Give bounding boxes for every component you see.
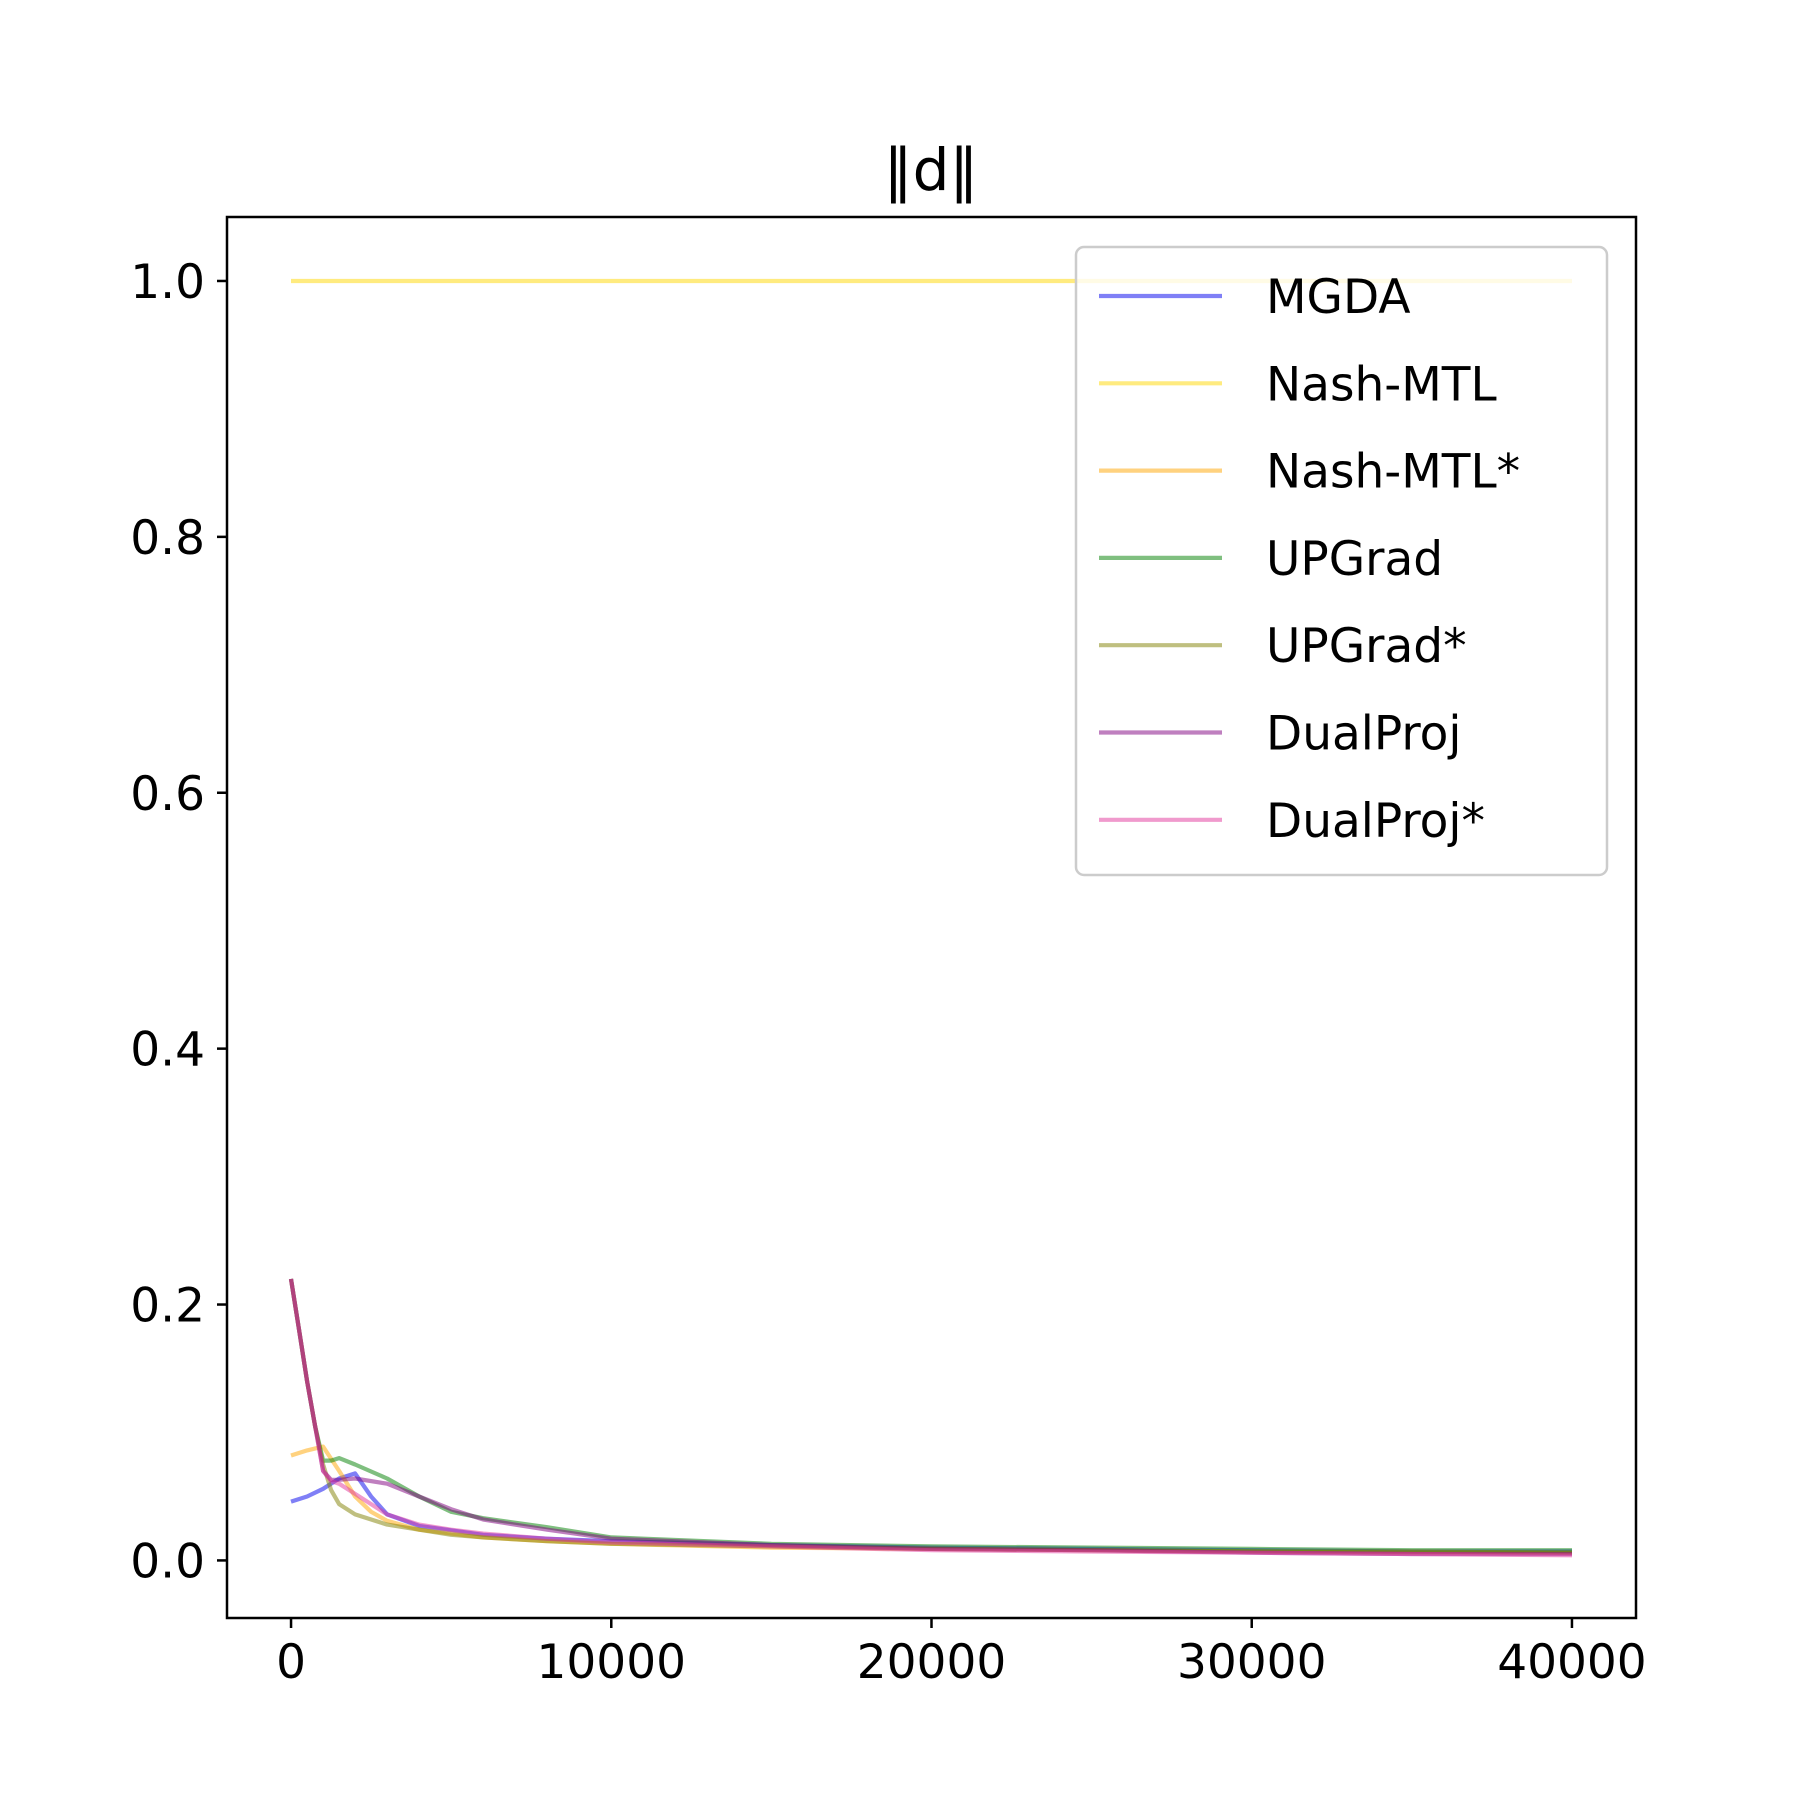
x-tick-label: 0 — [276, 1635, 306, 1690]
y-tick-label: 0.4 — [130, 1023, 205, 1078]
y-tick-label: 1.0 — [130, 255, 205, 310]
y-tick-label: 0.6 — [130, 767, 205, 822]
x-tick-label: 40000 — [1497, 1635, 1647, 1690]
x-tick-label: 20000 — [857, 1635, 1007, 1690]
series-line-dualproj-star — [288, 1278, 1573, 1558]
plot-frame — [225, 215, 1638, 1620]
x-axis: 0 10000 20000 30000 40000 — [276, 1618, 1647, 1690]
legend-box — [1074, 245, 1609, 877]
legend-label: UPGrad — [1266, 532, 1443, 587]
legend: MGDA Nash-MTL Nash-MTL* UPGrad UPGrad* DualPr… — [1074, 245, 1609, 877]
y-tick-label: 0.0 — [130, 1534, 205, 1589]
y-axis: 0.0 0.2 0.4 0.6 0.8 1.0 — [130, 255, 227, 1589]
y-tick-label: 0.8 — [130, 511, 205, 566]
x-tick-label: 10000 — [537, 1635, 687, 1690]
legend-label: UPGrad* — [1266, 619, 1467, 674]
x-tick-label: 30000 — [1177, 1635, 1327, 1690]
legend-label: MGDA — [1266, 270, 1411, 325]
series-layer — [288, 278, 1573, 1558]
legend-label: Nash-MTL — [1266, 357, 1497, 412]
legend-label: DualProj — [1266, 707, 1461, 762]
legend-label: DualProj* — [1266, 794, 1485, 849]
chart-title: ‖d‖ — [884, 136, 979, 204]
legend-label: Nash-MTL* — [1266, 445, 1520, 500]
y-tick-label: 0.2 — [130, 1279, 205, 1334]
